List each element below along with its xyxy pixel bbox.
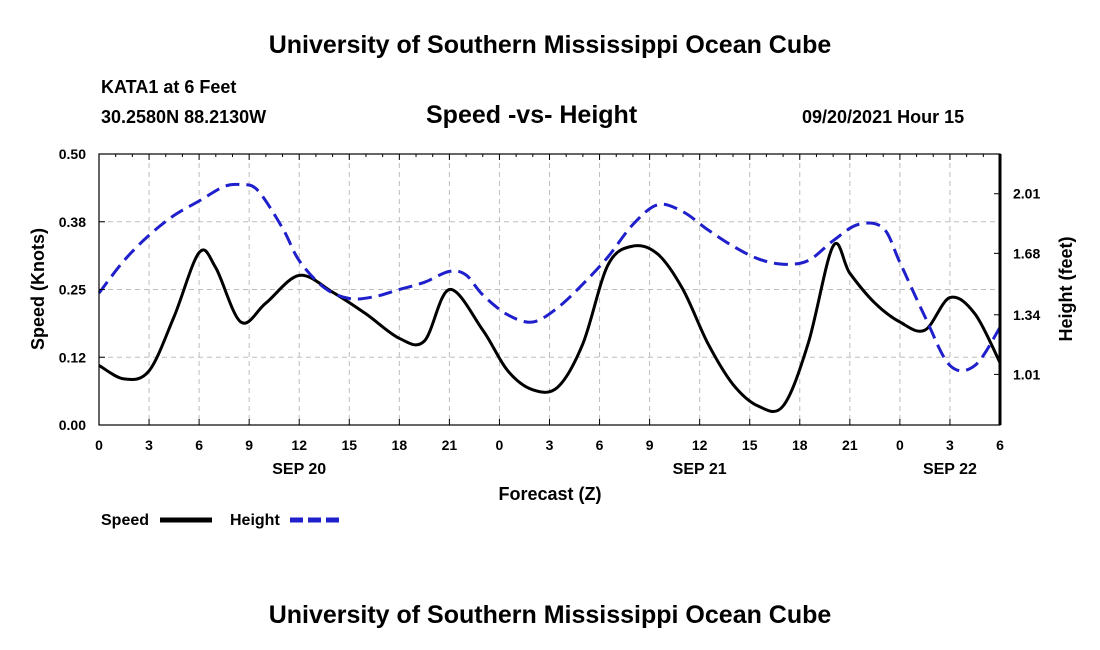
axis-labels: 0 3 6 9 12 15 18 21 0 3 6 9 12 15 18 21 0 3 6 SEP 20 SEP 21 S… (59, 146, 1041, 478)
y-right-tick-label: 1.34 (1013, 307, 1040, 323)
x-tick-label: 12 (692, 437, 708, 453)
y-tick-label: 0.12 (59, 349, 86, 365)
chart-subtitle: Speed -vs- Height (426, 101, 638, 129)
x-tick-label: 6 (996, 437, 1004, 453)
day-label: SEP 22 (923, 461, 977, 478)
x-tick-label: 0 (95, 437, 103, 453)
y-axis-right-title: Height (feet) (1056, 237, 1076, 342)
day-label: SEP 20 (272, 461, 326, 478)
y-tick-label: 0.50 (59, 146, 86, 162)
x-tick-label: 9 (245, 437, 253, 453)
x-tick-label: 21 (442, 437, 458, 453)
x-tick-label: 18 (792, 437, 808, 453)
station-coords: 30.2580N 88.2130W (101, 107, 267, 127)
axis-ticks (98, 153, 1001, 426)
height-series-line (97, 182, 1002, 373)
legend: Speed Height (101, 512, 342, 529)
forecast-datetime: 09/20/2021 Hour 15 (802, 107, 965, 127)
y-right-tick-label: 1.68 (1013, 245, 1040, 261)
x-tick-label: 21 (842, 437, 858, 453)
y-tick-label: 0.00 (59, 417, 86, 433)
speed-series-line (98, 242, 1002, 414)
series-layer (97, 182, 1002, 414)
grid-lines (99, 154, 1000, 425)
y-right-tick-label: 1.01 (1013, 366, 1040, 382)
chart-title: University of Southern Mississippi Ocean… (268, 31, 832, 59)
x-tick-label: 3 (145, 437, 153, 453)
x-tick-label: 12 (291, 437, 307, 453)
y-tick-label: 0.25 (59, 282, 86, 298)
footer-title: University of Southern Mississippi Ocean… (268, 601, 832, 629)
x-tick-label: 6 (596, 437, 604, 453)
station-label: KATA1 at 6 Feet (101, 77, 237, 97)
y-axis-title: Speed (Knots) (28, 228, 48, 350)
x-tick-label: 9 (646, 437, 654, 453)
x-tick-label: 0 (496, 437, 504, 453)
y-right-tick-label: 2.01 (1013, 186, 1040, 202)
legend-speed-label: Speed (101, 512, 149, 529)
x-tick-label: 15 (742, 437, 758, 453)
x-tick-label: 0 (896, 437, 904, 453)
x-axis-title: Forecast (Z) (498, 484, 601, 504)
x-tick-label: 15 (341, 437, 357, 453)
x-tick-label: 3 (546, 437, 554, 453)
day-label: SEP 21 (673, 461, 727, 478)
x-tick-label: 6 (195, 437, 203, 453)
y-tick-label: 0.38 (59, 214, 86, 230)
x-tick-label: 3 (946, 437, 954, 453)
legend-height-label: Height (230, 512, 280, 529)
x-tick-label: 18 (392, 437, 408, 453)
